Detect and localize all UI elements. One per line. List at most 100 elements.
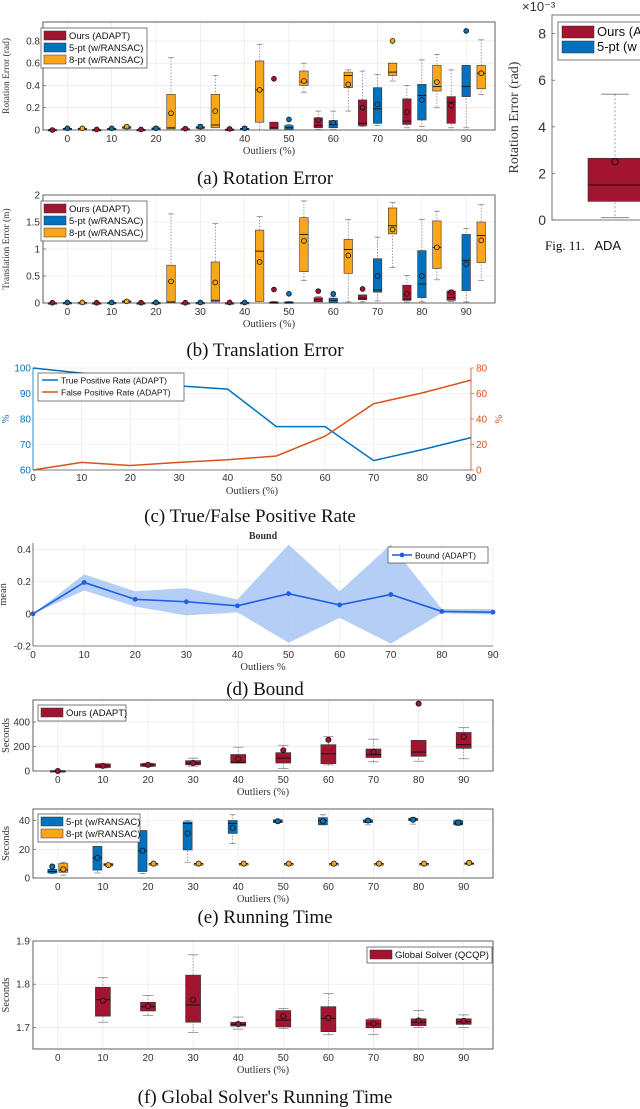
bound-line (32, 581, 494, 615)
x-tick-label: 30 (195, 134, 207, 145)
y-tick-label: 0.2 (17, 577, 31, 588)
box-8-pt-w-ransac- (103, 862, 114, 869)
x-tick-label: 60 (323, 1053, 335, 1064)
box-ours-adapt- (269, 286, 279, 304)
box-5-pt-w-ransac- (240, 125, 250, 132)
x-tick-label: 20 (150, 307, 162, 318)
box-global-solver-qcqp- (455, 1014, 472, 1028)
box-8-pt-w-ransac- (419, 860, 429, 867)
box-ours-adapt- (50, 768, 66, 775)
y-tick-label: 0.4 (26, 81, 40, 92)
y-tick-label-right: 60 (476, 389, 488, 400)
box-ours-adapt- (455, 727, 472, 760)
legend-entry: 5-pt (w (597, 39, 637, 54)
x-tick-label: 10 (106, 134, 118, 145)
x-tick-label: 80 (436, 650, 448, 661)
x-axis-label: Outliers % (240, 662, 285, 673)
box-8-pt-w-ransac- (255, 216, 265, 304)
x-tick-label: 70 (368, 775, 380, 786)
x-tick-label: 40 (222, 473, 234, 484)
box-ours-adapt- (225, 299, 235, 306)
y-tick-label: 0 (538, 212, 546, 228)
box-ours-adapt- (410, 700, 427, 762)
x-tick-label: 40 (233, 775, 245, 786)
x-tick-label: 60 (323, 775, 335, 786)
y-tick-label-left: 60 (20, 466, 32, 477)
x-tick-label: 40 (233, 1053, 245, 1064)
y-tick-label-left: 90 (20, 389, 32, 400)
legend-entry: Global Solver (QCQP) (395, 950, 489, 961)
box-8-pt-w-ransac- (388, 202, 398, 268)
x-tick-label: 20 (142, 1053, 154, 1064)
caption-f: (f) Global Solver's Running Time (137, 1087, 393, 1108)
y-tick-label: 4 (538, 119, 546, 135)
box-8-pt-w-ransac- (77, 299, 87, 306)
box-5-pt-w-ransac- (373, 236, 383, 302)
x-tick-label: 60 (323, 882, 335, 893)
box-8-pt-w-ransac- (210, 223, 220, 304)
chart-bound: 0 10 20 30 40 50 60 70 80 90-0.200.20.4BoundOutli… (0, 531, 499, 673)
box-8-pt-w-ransac- (122, 298, 132, 305)
y-tick-label: 20 (19, 845, 31, 856)
x-tick-label: 40 (239, 307, 251, 318)
legend-entry: False Positive Rate (ADAPT) (61, 388, 171, 398)
x-tick-label: 90 (461, 307, 473, 318)
x-tick-label: 10 (76, 473, 88, 484)
caption-d: (d) Bound (226, 679, 304, 700)
x-axis-label: Outliers (%) (237, 894, 290, 905)
box-8-pt-w-ransac- (343, 218, 353, 303)
y-tick-label-right: 80 (476, 364, 488, 375)
box-ours-adapt- (225, 126, 235, 132)
x-tick-label: 80 (416, 307, 428, 318)
box-5-pt-w-ransac- (363, 817, 373, 826)
x-tick-label: 80 (413, 775, 425, 786)
legend-entry: True Positive Rate (ADAPT) (61, 376, 167, 386)
legend: Ours (ADAPT)5-pt (w/RANSAC)8-pt (w/RANSA… (40, 200, 148, 242)
x-tick-label: 20 (125, 473, 137, 484)
x-tick-label: 90 (465, 473, 477, 484)
data-point (490, 609, 496, 615)
chart-runtime_ours: 0 10 20 30 40 50 60 70 80 90 0 200 400 Outliers (%) Se… (1, 699, 494, 798)
box-8-pt-w-ransac- (210, 75, 220, 131)
legend: Global Solver (QCQP) (366, 946, 493, 964)
x-tick-label: 60 (328, 307, 340, 318)
box-5-pt-w-ransac- (417, 218, 427, 303)
x-tick-label: 70 (368, 1053, 380, 1064)
x-tick-label: 10 (97, 1053, 109, 1064)
x-tick-label: 0 (55, 775, 61, 786)
x-tick-label: 0 (65, 307, 71, 318)
box-8-pt-w-ransac- (343, 69, 353, 112)
x-tick-label: 60 (334, 650, 346, 661)
y-tick-label: 0 (34, 126, 40, 137)
box-8-pt-w-ransac- (299, 62, 309, 93)
box-5-pt-w-ransac- (62, 299, 72, 306)
y-axis-label: Translation Error (m) (1, 208, 12, 289)
box-ours-adapt- (402, 275, 412, 303)
y-tick-label: 0.8 (26, 36, 40, 47)
box-ours-adapt- (313, 288, 323, 304)
x-tick-label: 30 (188, 882, 200, 893)
box-ours-adapt- (313, 110, 323, 130)
x-tick-label: 70 (368, 473, 380, 484)
y-tick-label: 1 (34, 245, 40, 256)
y-tick-label-left: 80 (20, 415, 32, 426)
x-tick-label: 50 (271, 473, 283, 484)
box-5-pt-w-ransac- (195, 299, 205, 306)
box-8-pt-w-ransac- (388, 38, 398, 82)
x-tick-label: 0 (30, 473, 36, 484)
x-tick-label: 50 (283, 134, 295, 145)
box-5-pt-w-ransac- (284, 116, 294, 131)
box-ours-adapt- (136, 126, 146, 133)
box-5-pt-w-ransac- (62, 125, 72, 132)
y-tick-label: -0.2 (14, 642, 32, 653)
x-tick-label: 20 (130, 650, 142, 661)
data-point (183, 599, 189, 605)
y-tick-label: 200 (13, 742, 30, 753)
box-8-pt-w-ransac- (464, 859, 474, 866)
y-tick-label: 8 (538, 26, 546, 42)
y-axis-label: Seconds (1, 826, 12, 861)
box-global-solver-qcqp- (365, 1017, 382, 1036)
box-global-solver-qcqp- (185, 954, 201, 1033)
y-tick-label: 400 (13, 718, 30, 729)
box-5-pt-w-ransac- (461, 28, 471, 129)
